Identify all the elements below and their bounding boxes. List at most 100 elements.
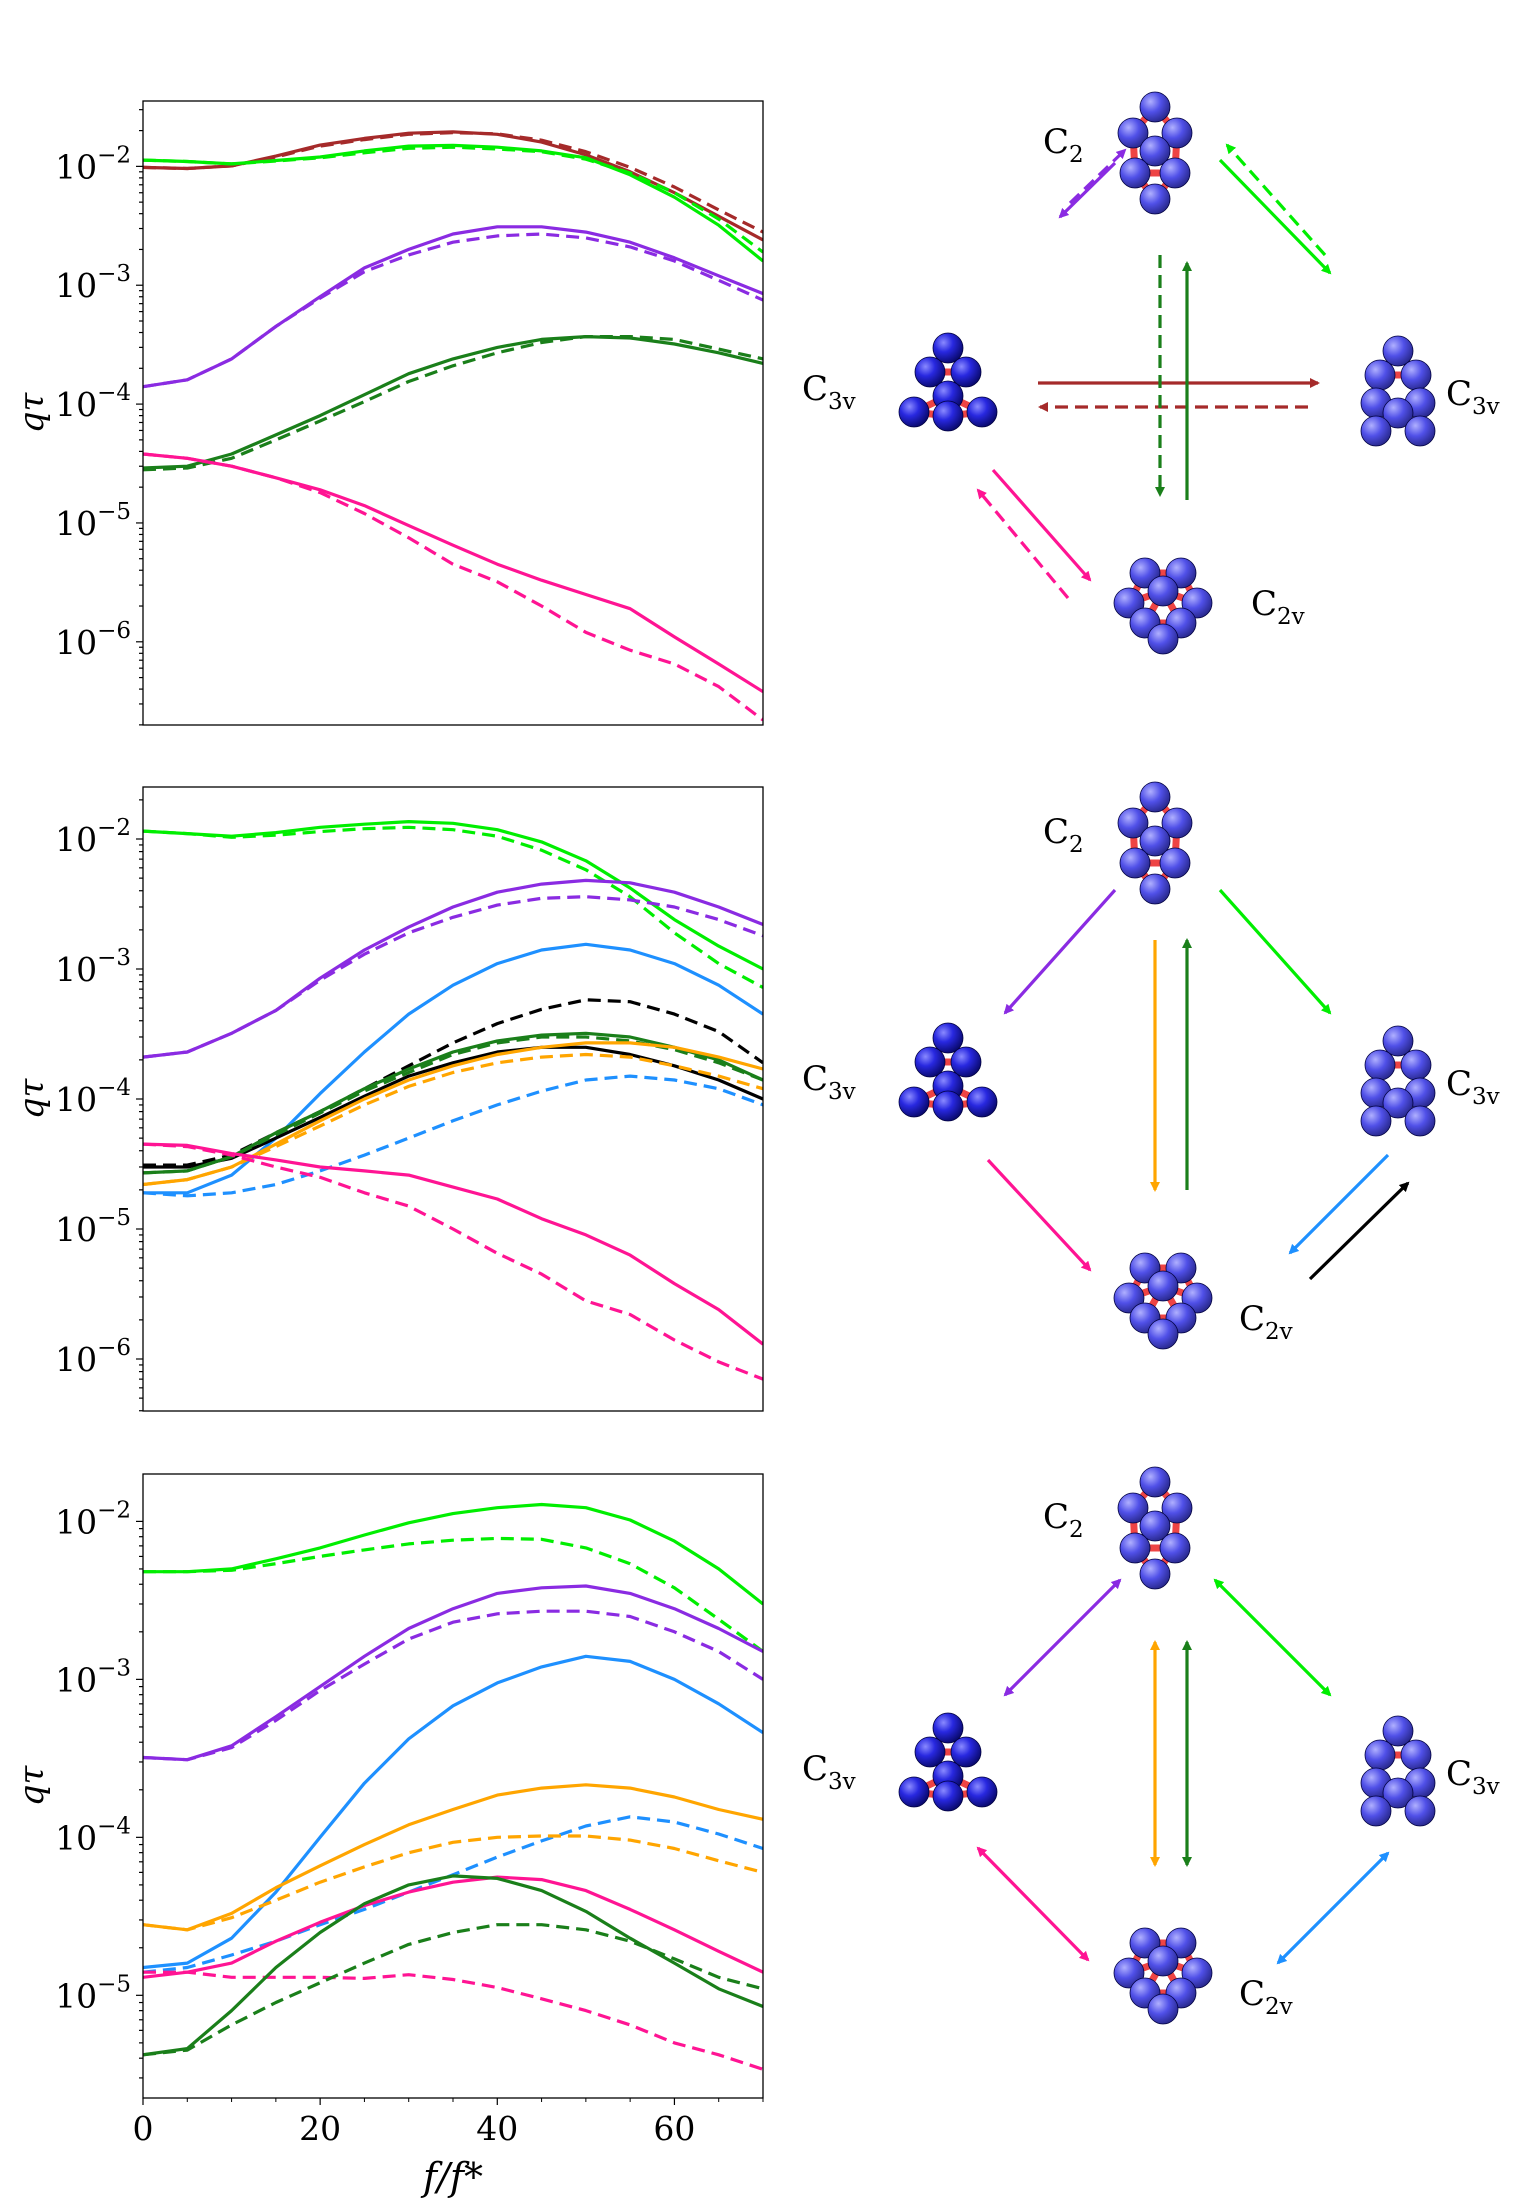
series-group	[143, 1502, 763, 2071]
y-tick-label: 10−2	[55, 815, 131, 859]
plot-frame	[142, 786, 764, 1412]
cluster-c2v	[1113, 557, 1213, 655]
series-line-6	[143, 232, 763, 389]
series-line-8	[143, 335, 763, 472]
y-axis-label: qτ	[12, 392, 52, 434]
series-line-4	[143, 145, 763, 254]
y-tick-label: 10−4	[55, 1075, 131, 1119]
series-line-1	[143, 820, 763, 971]
series-line-2	[143, 825, 763, 989]
y-tick-label: 10−2	[55, 142, 131, 186]
series-line-12	[143, 1923, 763, 2057]
diagrams-layer: C2 C3v C3v C2v C2 C3v C3v C2v C2 C3v C3v C2v	[802, 91, 1500, 2025]
cluster-c2v	[1113, 1927, 1213, 2025]
chart-panel-1: 10−6 10−5 10−4 10−3 10−2 qτ	[12, 100, 764, 726]
arrow-c2-c3v-both	[1003, 1578, 1122, 1697]
arrow-c3v-right-to-c2-dashed	[1225, 143, 1327, 257]
cluster-c2	[1117, 91, 1193, 215]
diagram-panel-1: C2 C3v C3v C2v	[802, 91, 1500, 655]
arrow-c3v-to-c2v	[986, 1158, 1092, 1272]
label-c2v: C2v	[1239, 1299, 1293, 1345]
y-tick-label: 10−2	[55, 1497, 131, 1541]
label-c2: C2	[1043, 812, 1084, 858]
arrow-c3v-c2v-both	[976, 1846, 1090, 1962]
cluster-c3v-left	[898, 1022, 998, 1122]
series-line-11	[143, 1874, 763, 2057]
cluster-c2v	[1113, 1252, 1213, 1350]
series-group	[143, 820, 763, 1381]
label-c2: C2	[1043, 122, 1084, 168]
charts-layer: 10−610−510−410−310−2qτ10−610−510−410−310…	[12, 100, 764, 2199]
series-line-14	[143, 1142, 763, 1381]
arrow-c2v-to-c3v-right	[1308, 1181, 1410, 1281]
arrow-c3v-to-c2-dashed	[1068, 148, 1127, 205]
diagram-panel-3: C2 C3v C3v C2v	[802, 1466, 1500, 2025]
series-line-5	[143, 1654, 763, 1970]
y-tick-label: 10−6	[55, 1335, 131, 1379]
arrow-c2-to-c3v-right	[1218, 158, 1332, 275]
y-axis: 10−6 10−5 10−4 10−3 10−2	[55, 109, 143, 726]
arrow-c3v-to-c2v	[991, 468, 1092, 582]
y-axis-label: qτ	[12, 1078, 52, 1120]
x-axis: 0 20 40 60	[133, 2098, 764, 2148]
y-tick-label: 10−3	[55, 261, 131, 305]
series-line-7	[143, 1783, 763, 1932]
series-line-7	[143, 998, 763, 1167]
y-tick-label: 10−4	[55, 1813, 131, 1857]
label-c3v-left: C3v	[802, 369, 856, 415]
series-group	[143, 130, 763, 722]
arrow-c2v-to-c3v-dashed	[976, 488, 1070, 600]
y-tick-label: 10−5	[55, 1205, 131, 1249]
series-line-2	[143, 1536, 763, 1653]
arrow-c2-to-c3v	[1058, 161, 1117, 219]
cluster-c3v-right	[1360, 1025, 1436, 1137]
diagram-panel-2: C2 C3v C3v C2v	[802, 781, 1500, 1350]
arrow-c2-to-c3v-right	[1218, 888, 1332, 1015]
y-tick-label: 10−6	[55, 618, 131, 662]
x-axis-label: f/f*	[420, 2155, 483, 2199]
series-line-7	[143, 335, 763, 470]
label-c3v-right: C3v	[1446, 1064, 1500, 1110]
cluster-c3v-left	[898, 1712, 998, 1812]
series-line-4	[143, 1609, 763, 1762]
arrow-c3v-right-c2v-both	[1276, 1851, 1390, 1965]
label-c3v-left: C3v	[802, 1749, 856, 1795]
cluster-c3v-left	[898, 332, 998, 432]
label-c3v-right: C3v	[1446, 374, 1500, 420]
arrow-c2-to-c3v	[1003, 888, 1117, 1015]
series-line-5	[143, 942, 763, 1195]
series-line-8	[143, 1834, 763, 1932]
series-line-4	[143, 895, 763, 1059]
series-line-6	[143, 1815, 763, 1974]
x-tick-label: 60	[653, 2109, 695, 2148]
cluster-c3v-right	[1360, 1715, 1436, 1827]
x-tick-label: 40	[476, 2109, 518, 2148]
cluster-c2	[1117, 1466, 1193, 1590]
cluster-c2	[1117, 781, 1193, 905]
label-c2v: C2v	[1251, 584, 1305, 630]
series-line-5	[143, 225, 763, 389]
arrow-c3v-right-to-c2v	[1288, 1153, 1390, 1255]
arrow-c2-c3v-right-both	[1213, 1578, 1332, 1697]
y-tick-label: 10−5	[55, 1971, 131, 2015]
label-c2: C2	[1043, 1497, 1084, 1543]
y-tick-label: 10−5	[55, 499, 131, 543]
y-tick-label: 10−3	[55, 1655, 131, 1699]
series-line-1	[143, 1502, 763, 1606]
series-line-10	[143, 1970, 763, 2071]
label-c3v-right: C3v	[1446, 1754, 1500, 1800]
cluster-c3v-right	[1360, 335, 1436, 447]
series-line-9	[143, 452, 763, 694]
y-axis-label: qτ	[12, 1765, 52, 1807]
plot-frame	[142, 100, 764, 726]
y-axis: 10−5 10−4 10−3 10−2	[55, 1497, 143, 2079]
series-line-13	[143, 1142, 763, 1346]
series-line-9	[143, 1031, 763, 1175]
y-tick-label: 10−4	[55, 380, 131, 424]
x-tick-label: 20	[299, 2109, 341, 2148]
chart-panel-2: 10−6 10−5 10−4 10−3 10−2 qτ	[12, 786, 764, 1412]
y-tick-label: 10−3	[55, 945, 131, 989]
y-axis: 10−6 10−5 10−4 10−3 10−2	[55, 799, 143, 1412]
label-c3v-left: C3v	[802, 1059, 856, 1105]
